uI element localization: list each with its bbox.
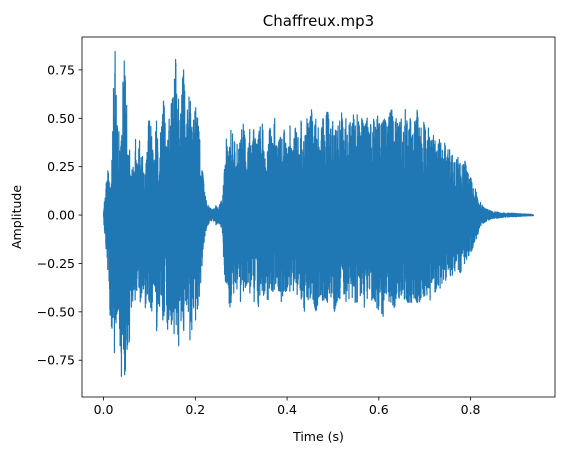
- chart-title: Chaffreux.mp3: [263, 12, 374, 30]
- axes-frame: [81, 36, 556, 398]
- waveform-series-line: [102, 50, 535, 377]
- y-axis: −0.75 −0.50 −0.25 0.00 0.25 0.50 0.75: [37, 62, 82, 368]
- y-tick-label: −0.50: [37, 304, 75, 319]
- x-tick-label: 0.6: [369, 402, 389, 417]
- x-axis-label: Time (s): [292, 429, 344, 444]
- y-tick-label: −0.25: [37, 256, 75, 271]
- y-tick-label: −0.75: [37, 353, 75, 368]
- x-tick-label: 0.2: [185, 402, 205, 417]
- y-axis-label: Amplitude: [9, 185, 24, 249]
- x-axis: 0.0 0.2 0.4 0.6 0.8: [94, 397, 481, 417]
- y-tick-label: 0.50: [47, 111, 75, 126]
- y-tick-label: 0.00: [47, 208, 75, 223]
- x-tick-label: 0.4: [277, 402, 297, 417]
- plot-area: [81, 36, 556, 398]
- x-tick-label: 0.0: [94, 402, 114, 417]
- y-tick-label: 0.75: [47, 62, 75, 77]
- series-layer: [102, 50, 535, 377]
- y-tick-label: 0.25: [47, 159, 75, 174]
- x-tick-label: 0.8: [461, 402, 481, 417]
